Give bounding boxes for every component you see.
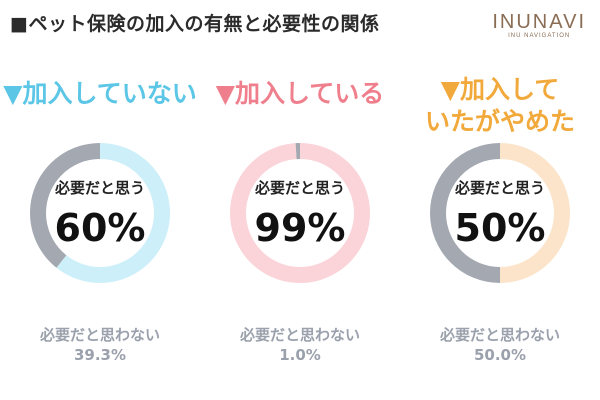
footer-label: 必要だと思わない: [239, 326, 360, 344]
page-title: ■ペット保険の加入の有無と必要性の関係: [10, 13, 380, 35]
footer-label: 必要だと思わない: [39, 326, 160, 344]
chart-heading-line: ▼加入している: [215, 79, 385, 108]
center-label: 必要だと思う: [54, 179, 145, 197]
inunavi-logo: INUNAVI INU NAVIGATION: [492, 12, 586, 40]
chart-heading-line: ▼加入して: [440, 75, 560, 104]
center-label: 必要だと思う: [454, 179, 545, 197]
chart-footer: 必要だと思わない 39.3%: [0, 325, 200, 365]
donut-hole: [46, 159, 154, 267]
chart-panel-enrolled: ▼加入している 必要だと思う 99% 必要だと思わない 1.0%: [200, 70, 400, 400]
chart-panel-cancelled: ▼加入して いたがやめた 必要だと思う 50% 必要だと思わない 50.0%: [400, 70, 600, 400]
center-label: 必要だと思う: [254, 179, 345, 197]
chart-heading-line: ▼加入していない: [3, 79, 197, 108]
logo-tagline: INU NAVIGATION: [508, 33, 571, 39]
footer-value: 1.0%: [279, 346, 321, 364]
chart-footer: 必要だと思わない 1.0%: [200, 325, 400, 365]
donut-chart: 必要だと思う 99%: [230, 143, 370, 283]
chart-heading-line: いたがやめた: [424, 107, 575, 136]
center-value: 99%: [255, 206, 346, 250]
donut-chart: 必要だと思う 50%: [430, 143, 570, 283]
chart-panel-not-enrolled: ▼加入していない 必要だと思う 60% 必要だと思わない 39.3%: [0, 70, 200, 400]
donut-hole: [446, 159, 554, 267]
chart-heading: ▼加入していない: [0, 78, 200, 110]
chart-heading: ▼加入している: [200, 78, 400, 110]
logo-wordmark: INUNAVI: [492, 11, 586, 33]
footer-value: 39.3%: [73, 346, 127, 364]
donut-chart: 必要だと思う 60%: [29, 143, 170, 283]
center-value: 60%: [55, 206, 146, 250]
donut-hole: [246, 159, 354, 267]
chart-heading: ▼加入して いたがやめた: [400, 74, 600, 138]
footer-value: 50.0%: [473, 346, 527, 364]
center-value: 50%: [455, 206, 546, 250]
chart-footer: 必要だと思わない 50.0%: [400, 325, 600, 365]
footer-label: 必要だと思わない: [439, 326, 560, 344]
